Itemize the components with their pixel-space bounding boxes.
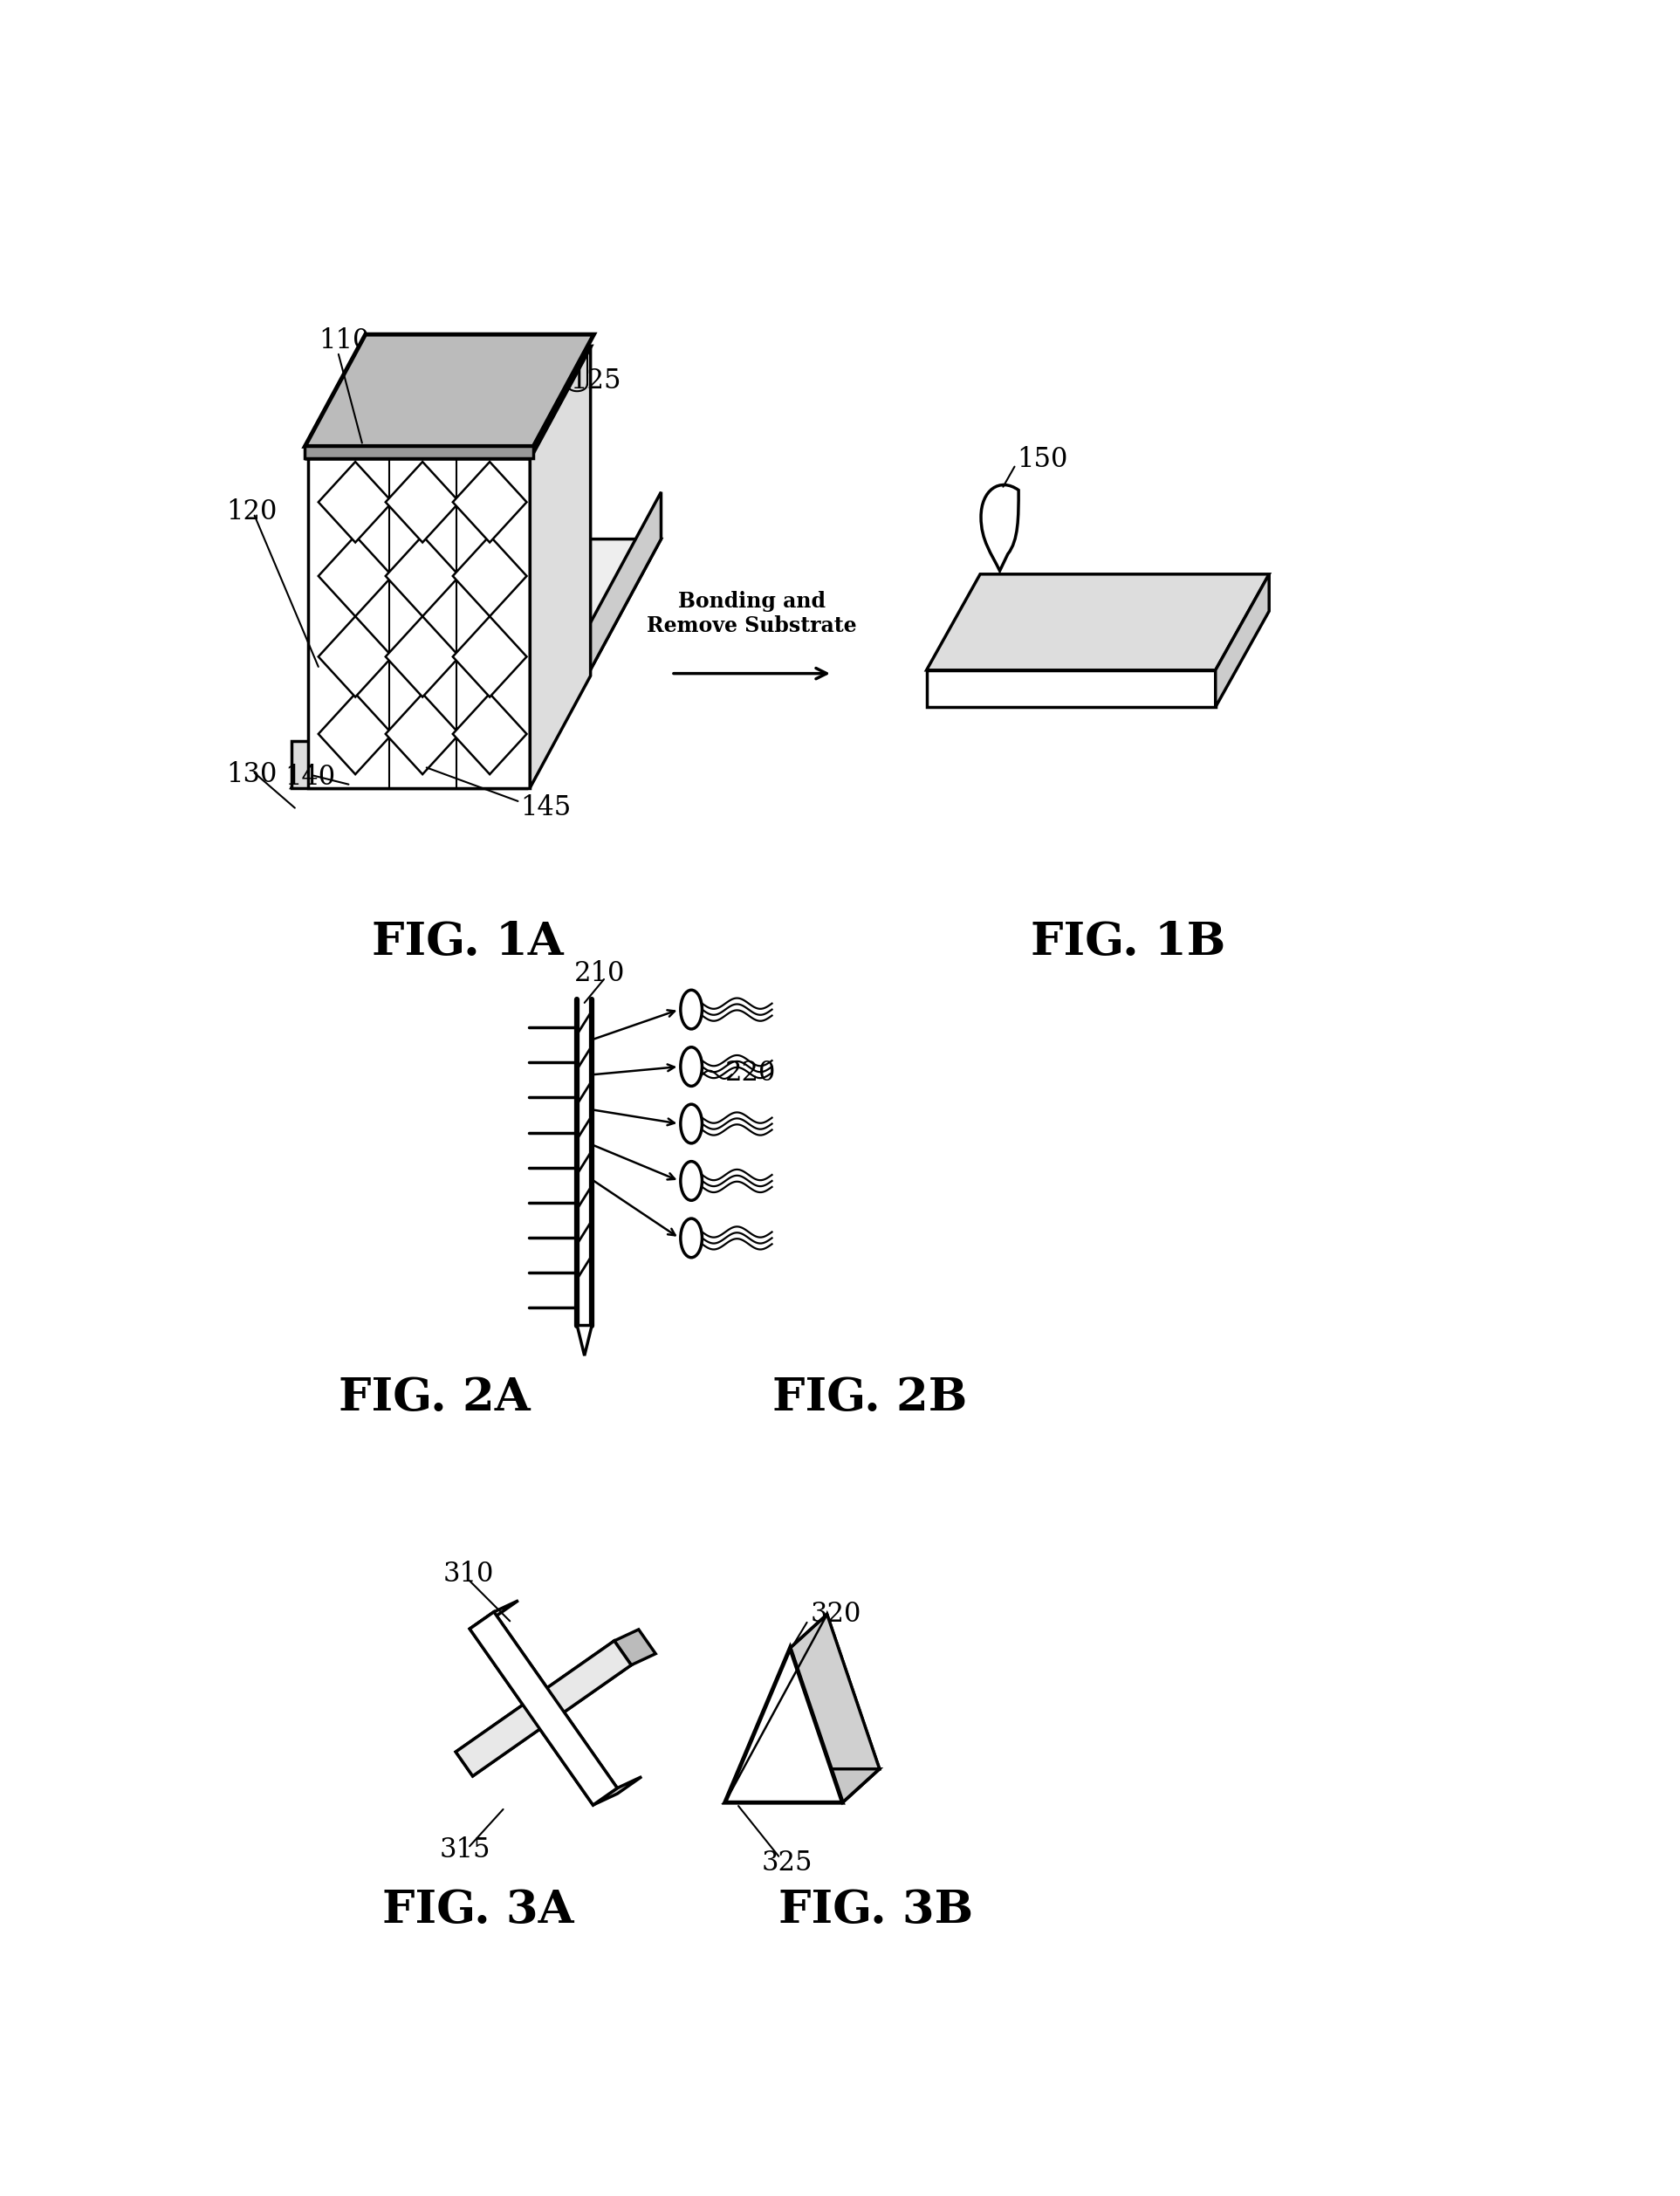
Ellipse shape <box>680 1047 702 1087</box>
Text: 210: 210 <box>575 960 625 988</box>
Polygon shape <box>319 694 393 775</box>
PathPatch shape <box>981 485 1018 571</box>
Polygon shape <box>319 461 393 542</box>
Text: FIG. 1A: FIG. 1A <box>373 920 564 964</box>
Text: FIG. 2B: FIG. 2B <box>773 1375 966 1421</box>
Polygon shape <box>455 1640 632 1777</box>
Polygon shape <box>763 1614 880 1770</box>
Polygon shape <box>386 694 459 775</box>
Text: 325: 325 <box>763 1849 813 1878</box>
Polygon shape <box>386 617 459 696</box>
Ellipse shape <box>680 1162 702 1201</box>
Text: FIG. 3B: FIG. 3B <box>780 1889 973 1932</box>
Polygon shape <box>386 461 459 542</box>
Polygon shape <box>319 536 393 617</box>
Polygon shape <box>726 1770 880 1803</box>
Text: 140: 140 <box>286 764 336 791</box>
Text: Bonding and
Remove Substrate: Bonding and Remove Substrate <box>647 591 857 637</box>
Polygon shape <box>615 1629 655 1665</box>
Text: FIG. 1B: FIG. 1B <box>1032 920 1225 964</box>
Polygon shape <box>306 446 534 459</box>
Polygon shape <box>454 536 528 617</box>
Ellipse shape <box>680 990 702 1030</box>
Polygon shape <box>531 347 591 788</box>
Polygon shape <box>470 1601 519 1629</box>
Polygon shape <box>455 1640 632 1777</box>
Polygon shape <box>578 1326 591 1355</box>
Text: 110: 110 <box>319 327 370 354</box>
Polygon shape <box>528 492 662 788</box>
Text: 320: 320 <box>810 1601 862 1627</box>
Polygon shape <box>306 334 595 446</box>
Polygon shape <box>470 1612 617 1805</box>
Polygon shape <box>927 670 1215 707</box>
Ellipse shape <box>680 1105 702 1144</box>
Text: 220: 220 <box>726 1061 776 1087</box>
Polygon shape <box>292 740 528 788</box>
Text: 310: 310 <box>444 1561 494 1588</box>
Polygon shape <box>726 1647 843 1803</box>
Text: 130: 130 <box>227 760 277 788</box>
Polygon shape <box>454 461 528 542</box>
Polygon shape <box>454 617 528 696</box>
Text: 120: 120 <box>227 498 277 525</box>
Text: 145: 145 <box>521 795 571 821</box>
Polygon shape <box>386 536 459 617</box>
Polygon shape <box>309 347 591 459</box>
Text: FIG. 2A: FIG. 2A <box>339 1375 531 1421</box>
Polygon shape <box>319 617 393 696</box>
Text: FIG. 3A: FIG. 3A <box>383 1889 575 1932</box>
Text: 150: 150 <box>1016 446 1067 474</box>
Polygon shape <box>454 694 528 775</box>
Text: 315: 315 <box>440 1836 491 1862</box>
Polygon shape <box>470 1612 617 1805</box>
Ellipse shape <box>680 1219 702 1258</box>
Polygon shape <box>927 573 1268 670</box>
Text: 125: 125 <box>571 367 622 395</box>
Polygon shape <box>593 1777 642 1805</box>
Polygon shape <box>309 459 531 788</box>
Polygon shape <box>292 538 662 788</box>
Polygon shape <box>790 1614 880 1803</box>
Polygon shape <box>1215 573 1268 707</box>
